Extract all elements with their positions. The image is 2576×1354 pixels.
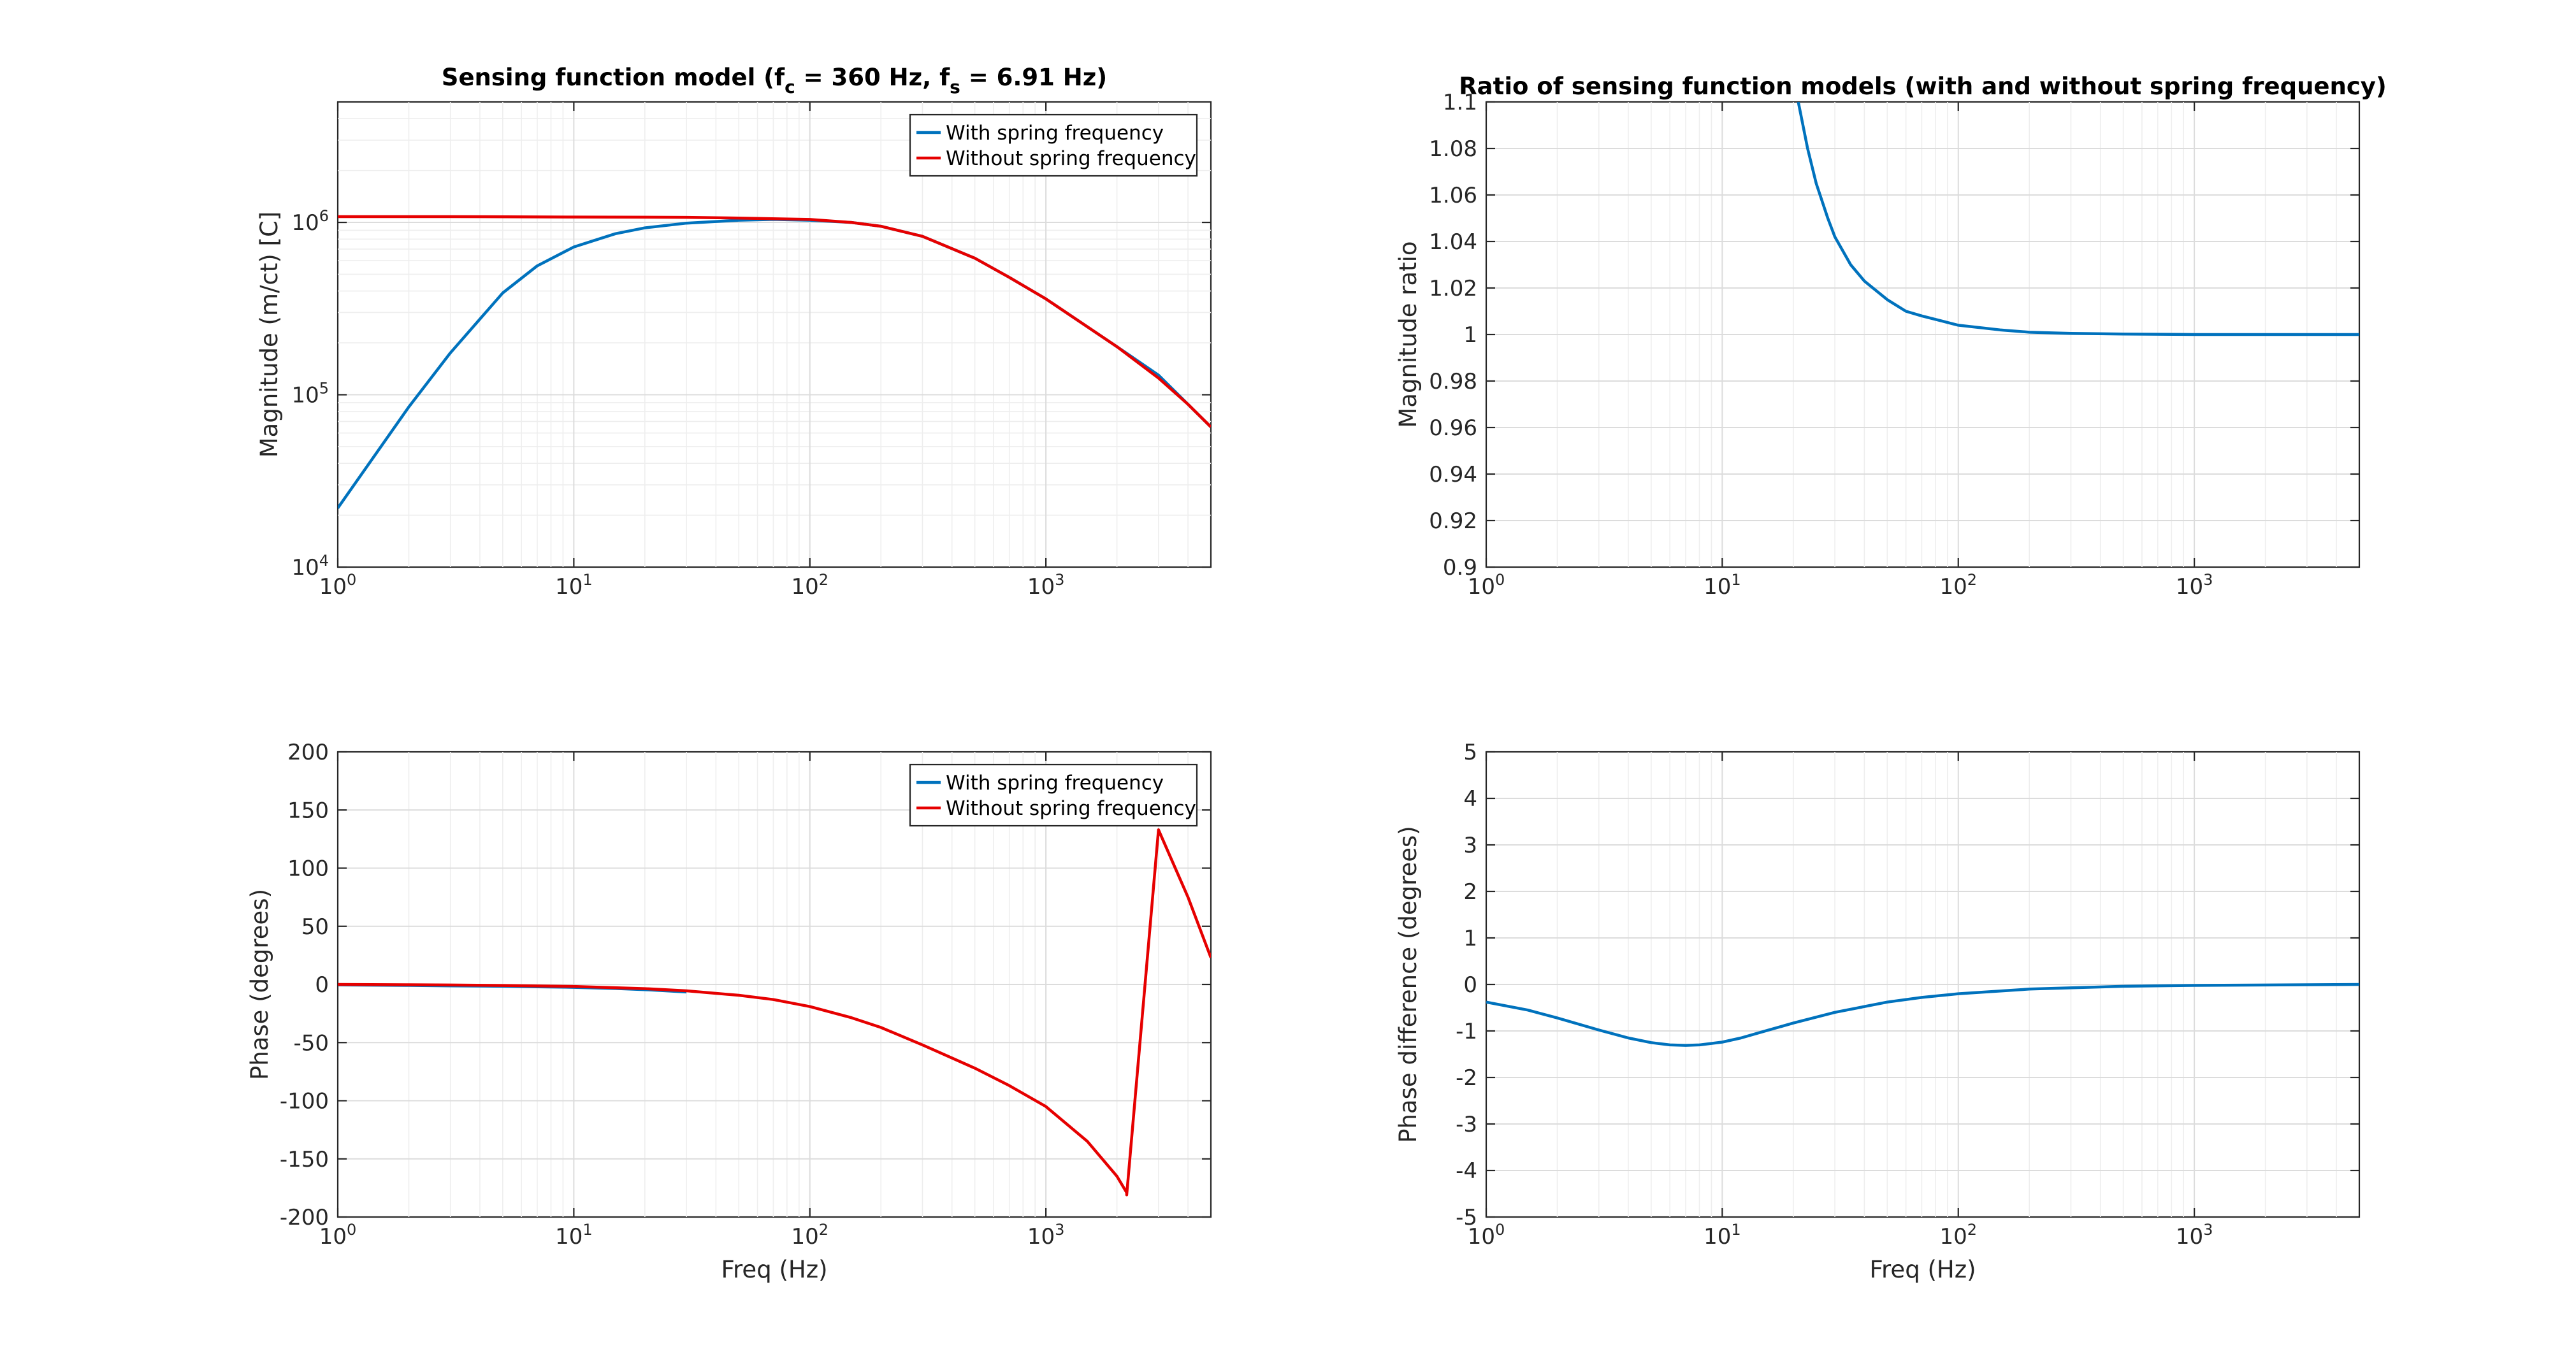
chart-phase: 100 101 102 103 -200 -150 -100 -50 0 50 100 150 200 P… xyxy=(246,740,1212,1283)
y-tick-label: -150 xyxy=(280,1147,329,1172)
y-tick-label: 0.92 xyxy=(1429,508,1477,534)
x-tick-label: 103 xyxy=(1027,571,1065,600)
x-tick-label: 100 xyxy=(319,1221,357,1250)
y-tick-label: 1.02 xyxy=(1429,276,1477,301)
x-axis-label: Freq (Hz) xyxy=(1869,1256,1976,1283)
y-tick-label: 1 xyxy=(1463,322,1477,348)
x-tick-label: 100 xyxy=(319,571,357,600)
x-tick-label: 102 xyxy=(1939,571,1977,600)
y-tick-label: 5 xyxy=(1463,740,1477,765)
y-tick-label: 150 xyxy=(287,798,329,823)
y-tick-label: -1 xyxy=(1456,1019,1477,1044)
y-tick-label: -4 xyxy=(1456,1158,1477,1184)
chart-title: Ratio of sensing function models (with a… xyxy=(1459,73,2387,100)
legend-entry: With spring frequency xyxy=(946,122,1164,145)
y-axis-label: Phase (degrees) xyxy=(246,889,273,1080)
series-group xyxy=(338,828,1211,1197)
series-line-with-spring-frequency xyxy=(1797,102,2359,336)
y-tick-label: 106 xyxy=(291,207,329,236)
x-tick-label: 102 xyxy=(791,571,829,600)
y-tick-label: 3 xyxy=(1463,833,1477,858)
series-line-with-spring-frequency xyxy=(1486,983,2359,1047)
x-tick-label: 101 xyxy=(555,1221,593,1250)
series-group xyxy=(338,215,1211,509)
y-tick-label: 1.06 xyxy=(1429,183,1477,208)
y-tick-label: 1 xyxy=(1463,926,1477,951)
y-tick-label: 1.08 xyxy=(1429,136,1477,162)
y-tick-label: -2 xyxy=(1456,1065,1477,1091)
x-tick-label: 102 xyxy=(791,1221,829,1250)
y-tick-label: 4 xyxy=(1463,786,1477,812)
legend-box xyxy=(909,763,1198,827)
grid xyxy=(1486,102,2359,567)
y-tick-label: 105 xyxy=(291,380,329,408)
y-tick-label: 1.1 xyxy=(1443,90,1477,115)
x-tick-label: 100 xyxy=(1468,1221,1505,1250)
y-tick-label: -5 xyxy=(1456,1205,1477,1230)
y-axis-label: Magnitude (m/ct) [C] xyxy=(256,212,283,457)
y-tick-label: 104 xyxy=(291,552,329,580)
series-group xyxy=(1486,983,2359,1047)
chart-phase-difference: 100 101 102 103 -5 -4 -3 -2 -1 0 1 2 3 4 5 Phase differ… xyxy=(1394,740,2361,1283)
y-tick-label: 1.04 xyxy=(1429,229,1477,255)
x-tick-label: 101 xyxy=(1704,1221,1741,1250)
x-tick-label: 100 xyxy=(1468,571,1505,600)
chart-title: Sensing function model (fc = 360 Hz, fs … xyxy=(442,64,1107,97)
y-tick-label: 50 xyxy=(301,914,329,940)
y-tick-label: -50 xyxy=(293,1030,329,1056)
x-tick-label: 101 xyxy=(1704,571,1741,600)
grid xyxy=(338,102,1211,567)
x-tick-label: 101 xyxy=(555,571,593,600)
chart-magnitude-ratio: 100 101 102 103 0.9 0.92 0.94 0.96 0.98 1 1.02 1.04… xyxy=(1394,73,2387,600)
plot-area xyxy=(336,101,1212,568)
y-tick-label: -200 xyxy=(280,1205,329,1230)
y-tick-label: 2 xyxy=(1463,879,1477,905)
x-tick-label: 103 xyxy=(1027,1221,1065,1250)
x-tick-label: 103 xyxy=(2176,571,2213,600)
y-tick-label: -100 xyxy=(280,1089,329,1114)
grid xyxy=(1486,752,2359,1217)
chart-magnitude: 100 101 102 103 104 105 106 Sensing function mo… xyxy=(256,64,1212,600)
y-tick-label: 0.98 xyxy=(1429,369,1477,394)
y-tick-label: 0.9 xyxy=(1443,555,1477,580)
y-axis-label: Phase difference (degrees) xyxy=(1394,826,1422,1143)
y-tick-label: 0.96 xyxy=(1429,415,1477,441)
x-tick-label: 103 xyxy=(2176,1221,2213,1250)
y-tick-label: 0 xyxy=(315,972,329,998)
series-group xyxy=(1797,102,2359,336)
y-tick-label: 100 xyxy=(287,856,329,882)
y-tick-label: -3 xyxy=(1456,1112,1477,1137)
y-tick-label: 0 xyxy=(1463,972,1477,998)
series-line-without-spring-frequency xyxy=(338,828,1211,1197)
y-tick-label: 200 xyxy=(287,740,329,765)
series-line-without-spring-frequency xyxy=(338,215,1211,428)
legend-box xyxy=(909,113,1198,177)
legend-entry: Without spring frequency xyxy=(946,797,1196,820)
y-axis-label: Magnitude ratio xyxy=(1394,241,1422,428)
x-axis-label: Freq (Hz) xyxy=(721,1256,827,1283)
legend-entry: Without spring frequency xyxy=(946,147,1196,170)
x-tick-label: 102 xyxy=(1939,1221,1977,1250)
legend-entry: With spring frequency xyxy=(946,772,1164,795)
y-tick-label: 0.94 xyxy=(1429,462,1477,487)
